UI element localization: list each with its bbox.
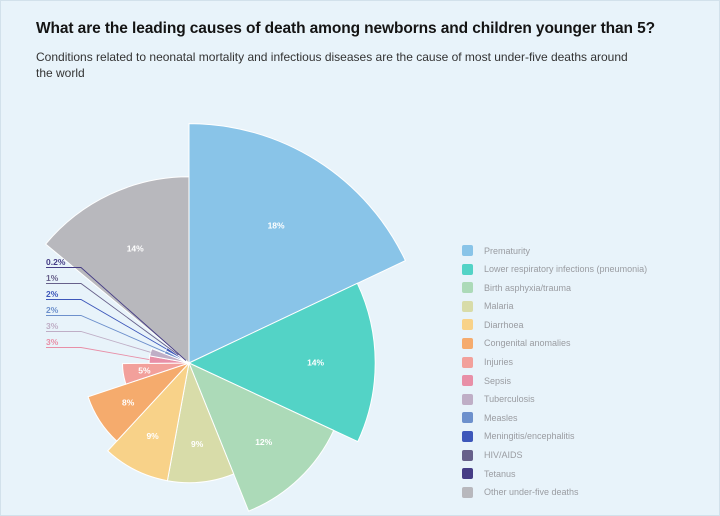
legend-item-other-under-five-deaths: Other under-five deaths	[462, 486, 647, 498]
chart-header: What are the leading causes of death amo…	[36, 19, 664, 82]
chart-title: What are the leading causes of death amo…	[36, 20, 655, 37]
legend-label-congenital-anomalies: Congenital anomalies	[484, 338, 571, 349]
legend-item-prematurity: Prematurity	[462, 245, 647, 256]
pie-slice-birth-asphyxia-trauma	[188, 362, 335, 512]
rose-chart-svg: 18% 14% 12% 9% 9% 8% 5% 14% 0.2% 1% 2% 2% 3% 3%	[44, 123, 407, 512]
legend-label-prematurity: Prematurity	[484, 245, 531, 256]
leader-line-meningitis-encephalitis	[46, 299, 167, 350]
pie-slice-lower-respiratory-infections-pneumonia	[187, 282, 376, 443]
pie-slice-injuries	[121, 362, 190, 385]
legend-label-diarrhoea: Diarrhoea	[484, 319, 524, 330]
legend-swatch-other-under-five-deaths	[462, 486, 473, 498]
leader-line-sepsis	[46, 347, 150, 361]
legend-swatch-prematurity	[462, 245, 473, 256]
slice-label-other-under-five-deaths: 14%	[127, 243, 144, 253]
leader-line-hiv-aids	[46, 283, 179, 356]
slice-label-meningitis-encephalitis: 2%	[46, 289, 59, 299]
slice-label-tetanus: 0.2%	[46, 257, 66, 267]
legend-swatch-birth-asphyxia-trauma	[462, 282, 473, 294]
leader-line-measles	[46, 315, 165, 353]
legend-label-malaria: Malaria	[484, 301, 514, 312]
pie-slice-other-under-five-deaths	[44, 176, 190, 365]
legend-swatch-malaria	[462, 300, 473, 312]
legend-item-congenital-anomalies: Congenital anomalies	[462, 337, 647, 349]
chart-subtitle: Conditions related to neonatal mortality…	[36, 49, 628, 81]
legend-label-meningitis-encephalitis: Meningitis/encephalitis	[484, 431, 575, 442]
leader-line-tetanus	[46, 267, 187, 361]
legend-swatch-tuberculosis	[462, 393, 473, 405]
slice-label-sepsis: 3%	[46, 337, 59, 347]
slice-label-tuberculosis: 3%	[46, 321, 59, 331]
legend-item-lower-respiratory-infections-pneumonia: Lower respiratory infections (pneumonia)	[462, 263, 648, 275]
legend-swatch-meningitis-encephalitis	[462, 430, 473, 442]
slice-label-congenital-anomalies: 8%	[122, 397, 135, 407]
legend-swatch-hiv-aids	[462, 449, 473, 461]
legend-swatch-diarrhoea	[462, 319, 473, 331]
legend-swatch-tetanus	[462, 468, 473, 480]
legend-item-meningitis-encephalitis: Meningitis/encephalitis	[462, 430, 647, 442]
legend-item-birth-asphyxia-trauma: Birth asphyxia/trauma	[462, 282, 647, 294]
legend-item-diarrhoea: Diarrhoea	[462, 319, 647, 331]
legend-label-tetanus: Tetanus	[484, 468, 516, 479]
legend-swatch-lower-respiratory-infections-pneumonia	[462, 263, 473, 275]
slice-label-measles: 2%	[46, 305, 59, 315]
pie-slice-congenital-anomalies	[87, 362, 190, 442]
legend-swatch-congenital-anomalies	[462, 337, 473, 349]
slice-label-injuries: 5%	[138, 366, 151, 376]
legend-swatch-injuries	[462, 356, 473, 368]
legend: Prematurity Lower respiratory infections …	[462, 245, 647, 505]
legend-label-hiv-aids: HIV/AIDS	[484, 450, 523, 461]
legend-item-malaria: Malaria	[462, 300, 647, 312]
legend-label-lower-respiratory-infections-pneumonia: Lower respiratory infections (pneumonia)	[484, 264, 648, 275]
slice-label-malaria: 9%	[191, 439, 204, 449]
slice-label-diarrhoea: 9%	[146, 431, 159, 441]
legend-label-other-under-five-deaths: Other under-five deaths	[484, 487, 579, 498]
legend-item-sepsis: Sepsis	[462, 375, 647, 387]
slice-label-birth-asphyxia-trauma: 12%	[255, 437, 272, 447]
legend-label-measles: Measles	[484, 412, 518, 423]
legend-swatch-measles	[462, 412, 473, 424]
legend-item-tuberculosis: Tuberculosis	[462, 393, 647, 405]
legend-swatch-sepsis	[462, 375, 473, 387]
slice-label-hiv-aids: 1%	[46, 273, 59, 283]
legend-item-tetanus: Tetanus	[462, 468, 647, 480]
pie-slice-diarrhoea	[106, 361, 190, 482]
legend-label-sepsis: Sepsis	[484, 375, 512, 386]
legend-item-injuries: Injuries	[462, 356, 647, 368]
legend-label-birth-asphyxia-trauma: Birth asphyxia/trauma	[484, 282, 572, 293]
leader-line-tuberculosis	[46, 331, 151, 353]
legend-item-hiv-aids: HIV/AIDS	[462, 449, 647, 461]
legend-label-tuberculosis: Tuberculosis	[484, 394, 535, 405]
rose-chart: 18% 14% 12% 9% 9% 8% 5% 14% 0.2% 1% 2% 2% 3% 3%	[1, 101, 461, 515]
legend-item-measles: Measles	[462, 412, 647, 424]
slice-label-prematurity: 18%	[268, 221, 285, 231]
pie-slice-prematurity	[188, 123, 407, 364]
legend-label-injuries: Injuries	[484, 357, 514, 368]
slice-label-lower-respiratory-infections-pneumonia: 14%	[307, 358, 324, 368]
